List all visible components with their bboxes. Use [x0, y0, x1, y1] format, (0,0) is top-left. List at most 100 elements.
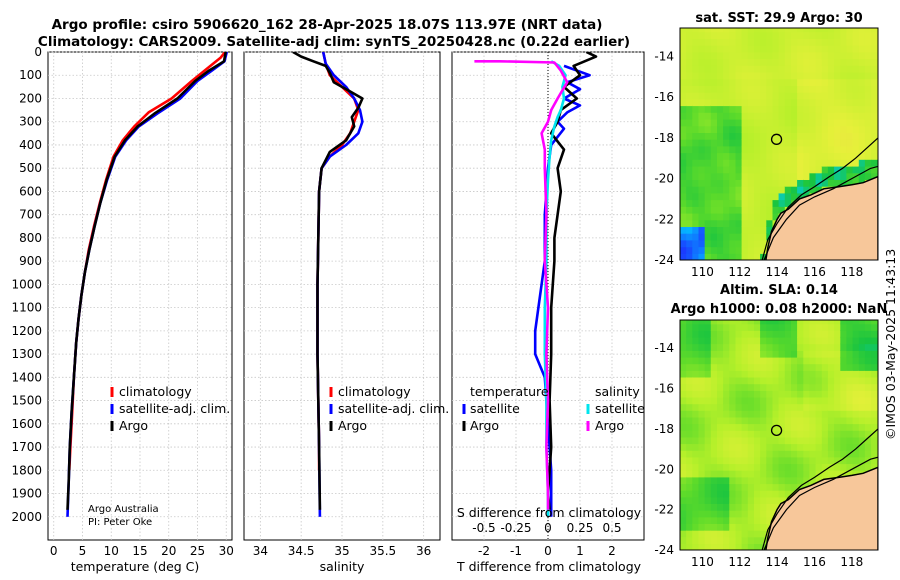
map-cell — [717, 503, 724, 511]
map-cell — [858, 463, 866, 471]
difference-xlabel: T difference from climatology — [456, 559, 642, 574]
map-cell — [760, 199, 767, 207]
map-cell — [784, 430, 792, 438]
map-cell — [821, 72, 829, 80]
map-cell — [821, 423, 829, 431]
map-cell — [704, 523, 712, 531]
map-cell — [717, 51, 724, 60]
difference-top-xlabel: S difference from climatology — [457, 505, 642, 520]
salinity-xtick-label: 35.5 — [369, 544, 396, 558]
difference-legend: temperature satellite Argo salinity sate… — [462, 384, 645, 433]
map-cell — [698, 356, 706, 365]
map-cell — [710, 320, 718, 325]
map-cell — [680, 396, 687, 405]
map-cell — [692, 396, 700, 405]
map-cell — [766, 72, 774, 80]
map-cell — [809, 336, 817, 345]
map-cell — [821, 112, 829, 120]
map-cell — [710, 416, 718, 425]
map-cell — [772, 159, 780, 167]
map-cell — [747, 125, 755, 133]
map-cell — [791, 376, 798, 385]
map-cell — [821, 390, 829, 398]
map-cell — [821, 376, 829, 385]
map-cell — [741, 226, 749, 234]
map-cell — [717, 320, 724, 325]
depth-tick-label: 500 — [19, 161, 42, 175]
map-cell — [698, 112, 706, 120]
map-cell — [723, 320, 730, 325]
map-cell — [840, 145, 848, 154]
map-cell — [735, 125, 743, 133]
map-cell — [821, 450, 829, 458]
map-cell — [821, 166, 829, 174]
map-cell — [723, 436, 730, 445]
map-cell — [809, 376, 817, 385]
map-cell — [680, 320, 687, 325]
map-cell — [871, 430, 878, 438]
map-cell — [754, 45, 761, 53]
map-cell — [747, 530, 755, 538]
map-cell — [797, 416, 804, 425]
map-cell — [735, 98, 743, 107]
map-cell — [766, 463, 774, 471]
map-cell — [704, 199, 712, 207]
map-cell — [723, 51, 730, 60]
map-cell — [741, 45, 749, 53]
map-cell — [710, 356, 718, 365]
map-cell — [864, 430, 872, 438]
map-cell — [686, 370, 693, 378]
map-cell — [840, 456, 848, 465]
map-cell — [852, 51, 860, 60]
map-cell — [686, 213, 693, 221]
map-cell — [772, 363, 780, 371]
map-cell — [797, 38, 804, 46]
map-cell — [754, 105, 761, 113]
map-cell — [827, 350, 835, 358]
difference-top-tick-label: 0.5 — [602, 521, 621, 535]
map-cell — [729, 496, 737, 504]
map-cell — [827, 450, 835, 458]
map-cell — [858, 330, 866, 338]
legend-argo: Argo — [119, 418, 148, 433]
map-cell — [686, 320, 693, 325]
map-cell — [846, 430, 854, 438]
map-cell — [827, 410, 835, 418]
map-cell — [858, 320, 866, 325]
map-cell — [698, 523, 706, 531]
map-cell — [717, 403, 724, 411]
map-cell — [864, 403, 872, 411]
map-cell — [741, 536, 749, 544]
map-cell — [821, 179, 829, 187]
map-cell — [803, 363, 811, 371]
map-cell — [680, 430, 687, 438]
map-cell — [680, 456, 687, 465]
title-line-1: Argo profile: csiro 5906620_162 28-Apr-2… — [52, 17, 603, 33]
sst-map-frame — [679, 27, 879, 261]
map-cell — [692, 543, 700, 550]
map-cell — [797, 320, 804, 325]
map-cell — [784, 456, 792, 465]
map-cell — [698, 58, 706, 66]
map-cell — [834, 450, 841, 458]
map-cell — [778, 159, 786, 167]
map-cell — [760, 206, 767, 214]
map-lat-tick-label: -16 — [654, 90, 674, 104]
map-cell — [698, 92, 706, 100]
map-cell — [871, 456, 878, 465]
map-cell — [815, 159, 823, 167]
map-cell — [760, 496, 767, 504]
map-cell — [704, 119, 712, 127]
map-cell — [680, 450, 687, 458]
map-cell — [772, 98, 780, 107]
map-cell — [680, 523, 687, 531]
map-cell — [680, 166, 687, 174]
map-lat-tick-label: -20 — [654, 172, 674, 186]
map-cell — [766, 51, 774, 60]
map-cell — [840, 463, 848, 471]
map-cell — [717, 199, 724, 207]
map-cell — [729, 503, 737, 511]
map-cell — [821, 403, 829, 411]
map-cell — [772, 179, 780, 187]
map-lon-tick-label: 110 — [691, 265, 714, 279]
